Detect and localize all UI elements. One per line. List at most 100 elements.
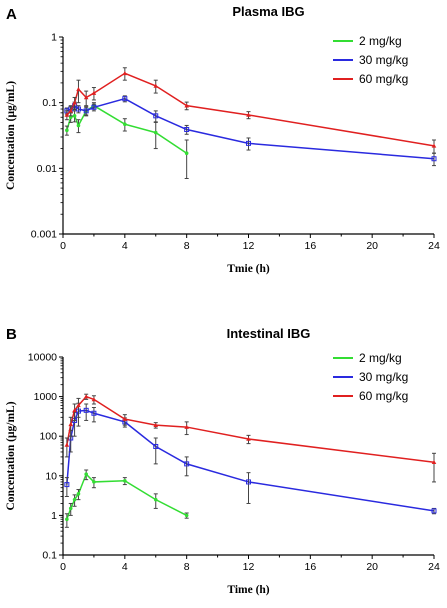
x-tick-label: 16 xyxy=(304,561,316,573)
data-point xyxy=(91,410,97,416)
data-point xyxy=(123,478,127,483)
chart-title: Intestinal IBG xyxy=(227,326,311,341)
x-axis-label: Tmie (h) xyxy=(227,263,270,275)
data-point xyxy=(72,114,77,118)
x-tick-label: 0 xyxy=(60,561,66,573)
chart-panel-a: A Plasma IBG 0 4 8 12 16 20 24 0.001 0.01 0.1 1 Tmie … xyxy=(5,4,440,275)
x-tick-label: 20 xyxy=(366,561,378,573)
y-tick-label: 1 xyxy=(51,510,57,522)
data-point xyxy=(91,90,97,95)
data-point xyxy=(153,443,159,449)
x-tick-label: 8 xyxy=(184,240,190,252)
series-60-mg-kg: 60 mg/kg xyxy=(64,389,437,483)
x-tick-label: 12 xyxy=(243,561,255,573)
data-point xyxy=(153,113,159,119)
y-tick-label: 0.1 xyxy=(42,550,57,562)
legend-entry: 30 mg/kg xyxy=(359,370,408,384)
data-point xyxy=(122,96,128,102)
x-tick-label: 12 xyxy=(243,240,255,252)
data-point xyxy=(246,436,251,441)
x-tick-label: 24 xyxy=(428,561,440,573)
data-point xyxy=(64,482,70,488)
y-tick-label: 10000 xyxy=(28,352,57,364)
data-point xyxy=(431,508,437,514)
data-point xyxy=(83,95,89,100)
y-tick-label: 0.01 xyxy=(37,163,58,175)
data-point xyxy=(76,86,81,92)
y-axis-label: Concentation (μg/mL) xyxy=(5,401,17,510)
data-point xyxy=(431,143,437,148)
data-point xyxy=(68,506,73,511)
data-point xyxy=(246,479,251,485)
data-point xyxy=(91,104,97,110)
x-tick-label: 4 xyxy=(122,561,128,573)
y-axis-label: Concentation (μg/mL) xyxy=(5,81,17,190)
series-2-mg-kg: 2 mg/kg xyxy=(64,351,402,528)
series-line xyxy=(66,409,435,512)
data-point xyxy=(65,128,69,133)
data-point xyxy=(153,83,159,88)
y-tick-label: 0.001 xyxy=(31,229,57,241)
data-point xyxy=(84,472,88,476)
data-point xyxy=(123,122,127,126)
chart-panel-b: B Intestinal IBG 0 4 8 12 16 20 24 0.1 1 10 100 1000 1… xyxy=(5,326,440,596)
data-point xyxy=(184,461,190,467)
legend-entry: 2 mg/kg xyxy=(359,34,402,48)
x-tick-label: 20 xyxy=(366,240,378,252)
data-point xyxy=(184,127,190,133)
data-point xyxy=(72,100,77,105)
data-point xyxy=(153,422,159,427)
x-tick-label: 16 xyxy=(304,240,316,252)
legend-entry: 60 mg/kg xyxy=(359,389,408,403)
data-point xyxy=(91,397,97,402)
data-point xyxy=(72,408,77,413)
chart-title: Plasma IBG xyxy=(232,4,304,19)
x-tick-label: 8 xyxy=(184,561,190,573)
panel-label: A xyxy=(6,6,17,23)
data-point xyxy=(184,424,189,429)
data-point xyxy=(76,123,81,128)
data-point xyxy=(83,108,89,114)
series-2-mg-kg: 2 mg/kg xyxy=(64,34,402,180)
data-point xyxy=(184,151,189,156)
data-point xyxy=(431,459,437,465)
y-tick-label: 1 xyxy=(51,32,57,44)
data-point xyxy=(153,130,158,135)
y-tick-label: 0.1 xyxy=(42,97,57,109)
data-point xyxy=(72,497,77,502)
data-point xyxy=(64,112,70,117)
y-tick-label: 10 xyxy=(45,470,57,482)
series-30-mg-kg: 30 mg/kg xyxy=(64,53,437,167)
data-point xyxy=(184,103,189,108)
data-point xyxy=(431,156,437,162)
data-point xyxy=(246,140,251,146)
data-point xyxy=(83,394,89,399)
data-point xyxy=(122,71,128,76)
data-point xyxy=(68,108,74,113)
data-point xyxy=(83,407,89,413)
panel-label: B xyxy=(6,326,17,343)
legend-entry: 60 mg/kg xyxy=(359,72,408,86)
x-tick-label: 24 xyxy=(428,240,440,252)
y-tick-label: 1000 xyxy=(34,391,58,403)
series-30-mg-kg: 30 mg/kg xyxy=(64,370,437,515)
x-tick-label: 4 xyxy=(122,240,128,252)
legend-entry: 2 mg/kg xyxy=(359,351,402,365)
data-point xyxy=(92,480,96,484)
data-point xyxy=(246,112,251,117)
data-point xyxy=(184,513,189,518)
data-point xyxy=(76,492,81,496)
series-line xyxy=(66,395,435,463)
series-60-mg-kg: 60 mg/kg xyxy=(64,67,437,154)
data-point xyxy=(153,497,158,502)
data-point xyxy=(122,416,128,421)
data-point xyxy=(68,421,74,427)
data-point xyxy=(65,517,69,522)
data-point xyxy=(64,442,70,447)
x-axis-label: Time (h) xyxy=(227,584,269,596)
y-tick-label: 100 xyxy=(39,431,57,443)
x-tick-label: 0 xyxy=(60,240,66,252)
series-line xyxy=(66,472,188,520)
legend-entry: 30 mg/kg xyxy=(359,53,408,67)
